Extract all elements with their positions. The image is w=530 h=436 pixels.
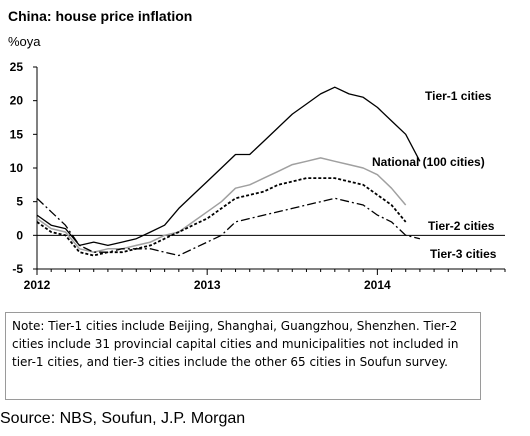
y-tick-label: 20	[10, 94, 24, 108]
series-label: Tier-1 cities	[425, 89, 492, 103]
series-label: National (100 cities)	[372, 155, 485, 169]
y-tick-label: 10	[10, 161, 24, 175]
y-tick-label: 25	[10, 60, 24, 74]
y-tick-label: 15	[10, 127, 24, 141]
series-line-1	[36, 86, 421, 247]
line-chart: -5 0 5 10 15 20 25 2012 2013 2014 Tier-1 cities Nat…	[10, 60, 506, 292]
y-tick-label: 0	[16, 228, 23, 242]
source-text: Source: NBS, Soufun, J.P. Morgan	[0, 410, 246, 427]
x-tick-label: 2013	[194, 278, 221, 292]
note-box: Note: Tier-1 cities include Beijing, Sha…	[5, 312, 481, 400]
chart-title: China: house price inflation	[8, 8, 193, 24]
series-line-2	[36, 157, 407, 253]
note-text: Note: Tier-1 cities include Beijing, Sha…	[12, 319, 459, 369]
y-axis-unit: %oya	[8, 34, 41, 49]
series-line-3	[36, 177, 407, 257]
x-tick-label: 2014	[364, 278, 391, 292]
series-label: Tier-3 cities	[430, 247, 497, 261]
series-line-4	[36, 197, 421, 257]
series-label: Tier-2 cities	[428, 219, 495, 233]
y-tick-label: 5	[16, 195, 23, 209]
x-tick-label: 2012	[24, 278, 51, 292]
y-tick-label: -5	[12, 262, 23, 276]
